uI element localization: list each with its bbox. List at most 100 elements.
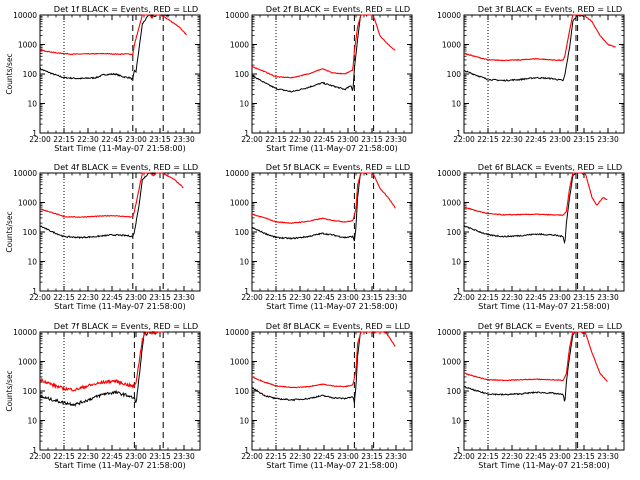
lld-series-line [463, 172, 608, 217]
events-series-line [251, 14, 368, 93]
lld-series-line [463, 331, 608, 382]
plot-frame [463, 172, 625, 292]
y-tick-label: 1 [244, 287, 249, 296]
y-tick-label: 10 [27, 100, 37, 109]
panel-title: Det 1f BLACK = Events, RED = LLD [54, 4, 198, 14]
x-axis-label: Start Time (11-May-07 21:58:00) [54, 144, 185, 153]
y-tick-label: 10000 [13, 11, 37, 20]
x-axis-label: Start Time (11-May-07 21:58:00) [266, 461, 397, 470]
y-tick-label: 10 [239, 417, 249, 426]
y-tick-label: 10000 [437, 11, 461, 20]
y-tick-label: 1000 [230, 199, 249, 208]
x-tick-label: 22:45 [101, 452, 123, 461]
y-tick-label: 10 [451, 417, 461, 426]
events-series-line [39, 331, 157, 407]
panel-title: Det 4f BLACK = Events, RED = LLD [54, 162, 198, 172]
x-axis-label: Start Time (11-May-07 21:58:00) [266, 302, 397, 311]
x-tick-label: 22:45 [101, 135, 123, 144]
plot-frame [39, 14, 201, 134]
x-tick-label: 23:15 [573, 452, 595, 461]
y-tick-label: 100 [235, 387, 250, 396]
x-tick-label: 22:30 [501, 293, 523, 302]
y-tick-label: 10000 [437, 328, 461, 337]
y-tick-label: 1000 [18, 199, 37, 208]
plot-frame [39, 331, 201, 451]
panel-title: Det 5f BLACK = Events, RED = LLD [266, 162, 410, 172]
panel-title: Det 7f BLACK = Events, RED = LLD [54, 321, 198, 331]
x-tick-label: 23:15 [149, 293, 171, 302]
y-tick-label: 1000 [442, 358, 461, 367]
x-tick-label: 23:30 [385, 293, 407, 302]
lld-series-line [39, 172, 184, 218]
events-series-line [463, 172, 584, 245]
x-tick-label: 23:15 [573, 293, 595, 302]
x-axis-label: Start Time (11-May-07 21:58:00) [54, 461, 185, 470]
x-tick-label: 22:15 [265, 135, 287, 144]
y-tick-label: 10 [451, 258, 461, 267]
x-tick-label: 23:00 [125, 452, 147, 461]
x-tick-label: 22:00 [241, 452, 263, 461]
y-tick-label: 1 [456, 287, 461, 296]
x-tick-label: 23:15 [149, 135, 171, 144]
plot-frame [251, 331, 413, 451]
x-tick-label: 23:00 [549, 293, 571, 302]
x-tick-label: 22:00 [453, 293, 475, 302]
panel-title: Det 8f BLACK = Events, RED = LLD [266, 321, 410, 331]
y-axis-label: Counts/sec [5, 53, 14, 94]
x-tick-label: 23:30 [173, 452, 195, 461]
x-tick-label: 23:30 [173, 135, 195, 144]
y-tick-label: 1 [244, 129, 249, 138]
y-tick-label: 1 [32, 446, 37, 455]
y-tick-label: 1000 [18, 358, 37, 367]
x-tick-label: 23:00 [125, 135, 147, 144]
x-tick-label: 23:00 [337, 293, 359, 302]
x-tick-label: 22:15 [53, 135, 75, 144]
x-tick-label: 22:00 [241, 135, 263, 144]
panel-title: Det 6f BLACK = Events, RED = LLD [478, 162, 622, 172]
x-tick-label: 22:15 [53, 452, 75, 461]
y-tick-label: 10 [239, 100, 249, 109]
y-tick-label: 10 [27, 258, 37, 267]
y-tick-label: 10 [27, 417, 37, 426]
events-series-line [463, 331, 585, 402]
x-tick-label: 22:15 [265, 452, 287, 461]
y-tick-label: 10000 [437, 169, 461, 178]
y-tick-label: 100 [23, 387, 38, 396]
x-tick-label: 22:00 [29, 135, 51, 144]
events-series-line [463, 14, 585, 82]
events-series-line [39, 14, 170, 81]
plot-frame [39, 172, 201, 292]
panel-title: Det 9f BLACK = Events, RED = LLD [478, 321, 622, 331]
x-tick-label: 22:45 [525, 135, 547, 144]
x-tick-label: 22:30 [289, 135, 311, 144]
x-tick-label: 23:30 [385, 135, 407, 144]
x-tick-label: 22:45 [313, 293, 335, 302]
x-tick-label: 23:00 [549, 135, 571, 144]
x-axis-label: Start Time (11-May-07 21:58:00) [266, 144, 397, 153]
y-tick-label: 10000 [225, 11, 249, 20]
x-tick-label: 22:15 [477, 135, 499, 144]
lld-series-line [39, 331, 165, 392]
x-tick-label: 22:00 [453, 452, 475, 461]
x-tick-label: 22:30 [77, 452, 99, 461]
y-tick-label: 1000 [230, 41, 249, 50]
x-tick-label: 22:00 [29, 452, 51, 461]
y-tick-label: 1 [244, 446, 249, 455]
x-tick-label: 23:15 [573, 135, 595, 144]
y-tick-label: 100 [447, 70, 462, 79]
x-tick-label: 23:15 [149, 452, 171, 461]
x-tick-label: 23:00 [549, 452, 571, 461]
panel-title: Det 3f BLACK = Events, RED = LLD [478, 4, 622, 14]
x-tick-label: 23:00 [125, 293, 147, 302]
x-tick-label: 22:15 [477, 293, 499, 302]
y-tick-label: 10 [239, 258, 249, 267]
events-series-line [251, 331, 368, 404]
y-tick-label: 100 [23, 70, 38, 79]
x-tick-label: 22:30 [501, 452, 523, 461]
y-tick-label: 1000 [442, 199, 461, 208]
y-tick-label: 1 [456, 129, 461, 138]
x-tick-label: 22:45 [101, 293, 123, 302]
x-tick-label: 22:45 [525, 452, 547, 461]
y-tick-label: 100 [23, 228, 38, 237]
